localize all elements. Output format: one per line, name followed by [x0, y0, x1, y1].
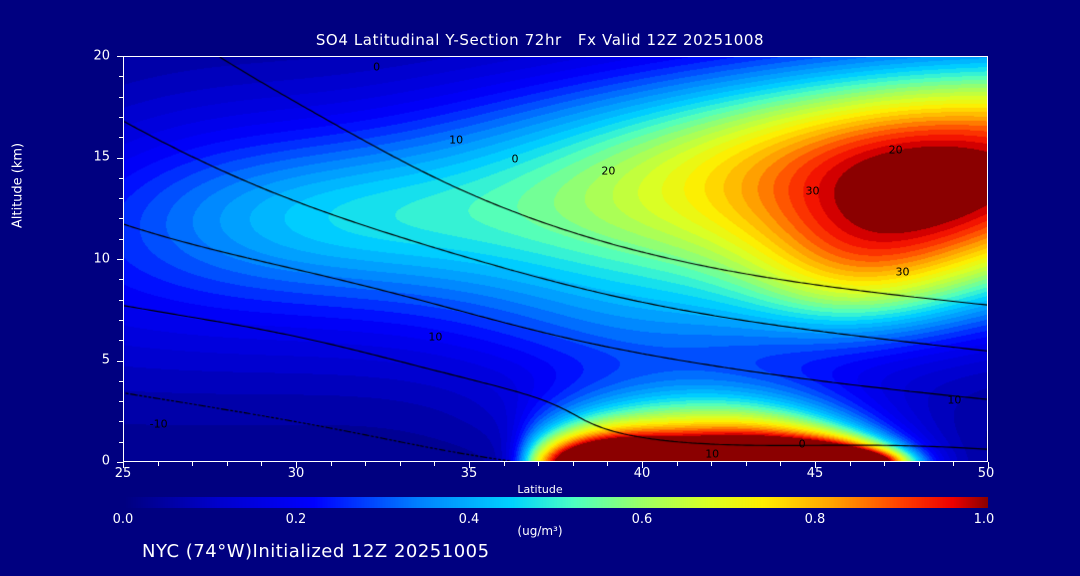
- contour-label-20: 20: [601, 164, 616, 178]
- x-axis-tick-mark: [538, 462, 539, 466]
- x-axis-tick-mark: [192, 462, 193, 466]
- y-tick-10: 10: [93, 251, 110, 267]
- x-axis-tick-mark: [919, 462, 920, 466]
- colorbar-tick-2: 0.4: [458, 512, 480, 527]
- y-axis-tick-mark: [119, 421, 123, 422]
- y-axis-tick-mark: [119, 300, 123, 301]
- x-axis-tick-mark: [746, 462, 747, 466]
- y-tick-0: 0: [101, 453, 110, 469]
- x-axis-tick-mark: [677, 462, 678, 466]
- x-axis-tick-mark: [365, 462, 366, 466]
- x-axis-tick-mark: [504, 462, 505, 466]
- x-axis-tick-mark: [711, 462, 712, 466]
- footer-caption: NYC (74°W)Initialized 12Z 20251005: [142, 541, 490, 562]
- contour-label-10: 10: [449, 133, 464, 147]
- x-axis-tick-mark: [400, 462, 401, 466]
- y-axis-tick-mark: [119, 279, 123, 280]
- contour-label-20: 20: [888, 143, 903, 157]
- x-axis-tick-mark: [261, 462, 262, 466]
- x-axis-tick-mark: [158, 462, 159, 466]
- x-tick-30: 30: [287, 466, 305, 481]
- contour-label-30: 30: [895, 265, 910, 279]
- x-tick-25: 25: [114, 466, 132, 481]
- y-axis-tick-mark: [119, 218, 123, 219]
- y-axis-tick-mark: [119, 239, 123, 240]
- x-axis-tick-mark: [815, 462, 816, 468]
- y-axis-tick-mark: [117, 259, 123, 260]
- x-axis-tick-mark: [953, 462, 954, 466]
- x-axis-tick-mark: [123, 462, 124, 468]
- colorbar-units-label: (ug/m³): [517, 524, 563, 538]
- page-title: SO4 Latitudinal Y-Section 72hr Fx Valid …: [315, 31, 765, 49]
- x-axis-tick-mark: [642, 462, 643, 468]
- x-axis-tick-mark: [227, 462, 228, 466]
- x-tick-40: 40: [633, 466, 651, 481]
- colorbar: [123, 497, 988, 508]
- contour-label-0: 0: [511, 152, 519, 165]
- colorbar-tick-0: 0.0: [112, 512, 134, 527]
- y-axis-tick-mark: [117, 361, 123, 362]
- contour-label-neg10: -10: [149, 417, 168, 431]
- x-axis-tick-mark: [988, 462, 989, 468]
- y-axis-tick-mark: [119, 381, 123, 382]
- y-axis-tick-mark: [119, 178, 123, 179]
- y-axis-tick-mark: [119, 97, 123, 98]
- y-axis-tick-mark: [119, 320, 123, 321]
- colorbar-tick-4: 0.8: [804, 512, 826, 527]
- x-axis-tick-mark: [850, 462, 851, 466]
- x-axis-tick-mark: [296, 462, 297, 468]
- x-axis-tick-mark: [434, 462, 435, 466]
- y-axis-tick-mark: [119, 76, 123, 77]
- contour-label-10: 10: [947, 393, 962, 407]
- y-axis-tick-mark: [119, 442, 123, 443]
- y-axis-tick-mark: [119, 340, 123, 341]
- y-tick-15: 15: [93, 149, 110, 165]
- y-axis-tick-mark: [117, 462, 123, 463]
- x-tick-35: 35: [460, 466, 478, 481]
- y-axis-tick-mark: [117, 158, 123, 159]
- colorbar-tick-3: 0.6: [631, 512, 653, 527]
- y-tick-5: 5: [101, 352, 110, 368]
- x-axis-tick-mark: [607, 462, 608, 466]
- x-axis-tick-mark: [780, 462, 781, 466]
- y-axis-tick-mark: [117, 56, 123, 57]
- y-axis-tick-mark: [119, 401, 123, 402]
- contour-lines-overlay: [124, 57, 987, 461]
- x-axis-tick-mark: [331, 462, 332, 466]
- x-tick-50: 50: [977, 466, 995, 481]
- x-axis-tick-mark: [469, 462, 470, 468]
- y-axis-ticks: 20 15 10 5 0: [0, 0, 118, 576]
- contour-label-10: 10: [428, 330, 443, 344]
- colorbar-tick-5: 1.0: [973, 512, 995, 527]
- y-axis-tick-mark: [119, 137, 123, 138]
- y-tick-20: 20: [93, 48, 110, 64]
- colorbar-tick-1: 0.2: [285, 512, 307, 527]
- y-axis-tick-mark: [119, 198, 123, 199]
- x-axis-label: Latitude: [517, 483, 563, 496]
- contour-label-0: 0: [373, 60, 381, 74]
- x-axis-tick-mark: [573, 462, 574, 466]
- contour-label-30: 30: [805, 184, 820, 198]
- x-tick-45: 45: [806, 466, 824, 481]
- contour-label-10: 10: [705, 447, 720, 461]
- x-axis-tick-mark: [884, 462, 885, 466]
- y-axis-tick-mark: [119, 117, 123, 118]
- contour-label-0: 0: [798, 437, 806, 451]
- plot-area[interactable]: -10 0 10 0 20 30 20 10 30 10 10 0: [123, 56, 988, 462]
